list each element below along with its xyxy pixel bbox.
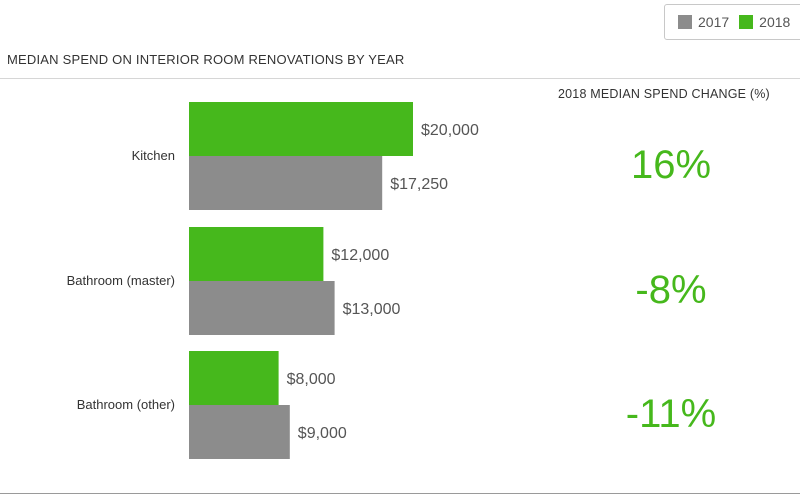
top-divider xyxy=(0,78,800,79)
legend: 2017 2018 xyxy=(664,4,800,40)
bottom-divider xyxy=(0,493,800,494)
value-label-bathroom-master-2017: $13,000 xyxy=(343,301,401,318)
bar-kitchen-2017 xyxy=(189,156,383,210)
category-label-bathroom-master: Bathroom (master) xyxy=(67,273,175,288)
change-value-bathroom-master: -8% xyxy=(635,268,706,312)
value-label-bathroom-master-2018: $12,000 xyxy=(331,247,389,264)
value-label-kitchen-2017: $17,250 xyxy=(390,176,448,193)
legend-label-2018: 2018 xyxy=(759,14,791,30)
legend-item-2018: 2018 xyxy=(739,14,790,30)
legend-swatch-2017 xyxy=(678,15,692,29)
legend-item-2017: 2017 xyxy=(678,14,729,30)
value-label-bathroom-other-2018: $8,000 xyxy=(287,371,336,388)
legend-label-2017: 2017 xyxy=(698,14,730,30)
category-label-bathroom-other: Bathroom (other) xyxy=(77,397,175,412)
chart-title: MEDIAN SPEND ON INTERIOR ROOM RENOVATION… xyxy=(7,52,405,67)
bar-bathroom-master-2018 xyxy=(189,227,324,281)
legend-swatch-2018 xyxy=(739,15,754,29)
change-column-header: 2018 MEDIAN SPEND CHANGE (%) xyxy=(558,87,770,101)
bar-bathroom-other-2018 xyxy=(189,351,279,405)
bar-kitchen-2018 xyxy=(189,102,413,156)
bar-bathroom-master-2017 xyxy=(189,281,335,335)
change-value-kitchen: 16% xyxy=(631,143,711,187)
value-label-kitchen-2018: $20,000 xyxy=(421,122,479,139)
value-label-bathroom-other-2017: $9,000 xyxy=(298,425,347,442)
change-value-bathroom-other: -11% xyxy=(626,392,716,436)
bar-bathroom-other-2017 xyxy=(189,405,290,459)
category-label-kitchen: Kitchen xyxy=(132,148,175,163)
